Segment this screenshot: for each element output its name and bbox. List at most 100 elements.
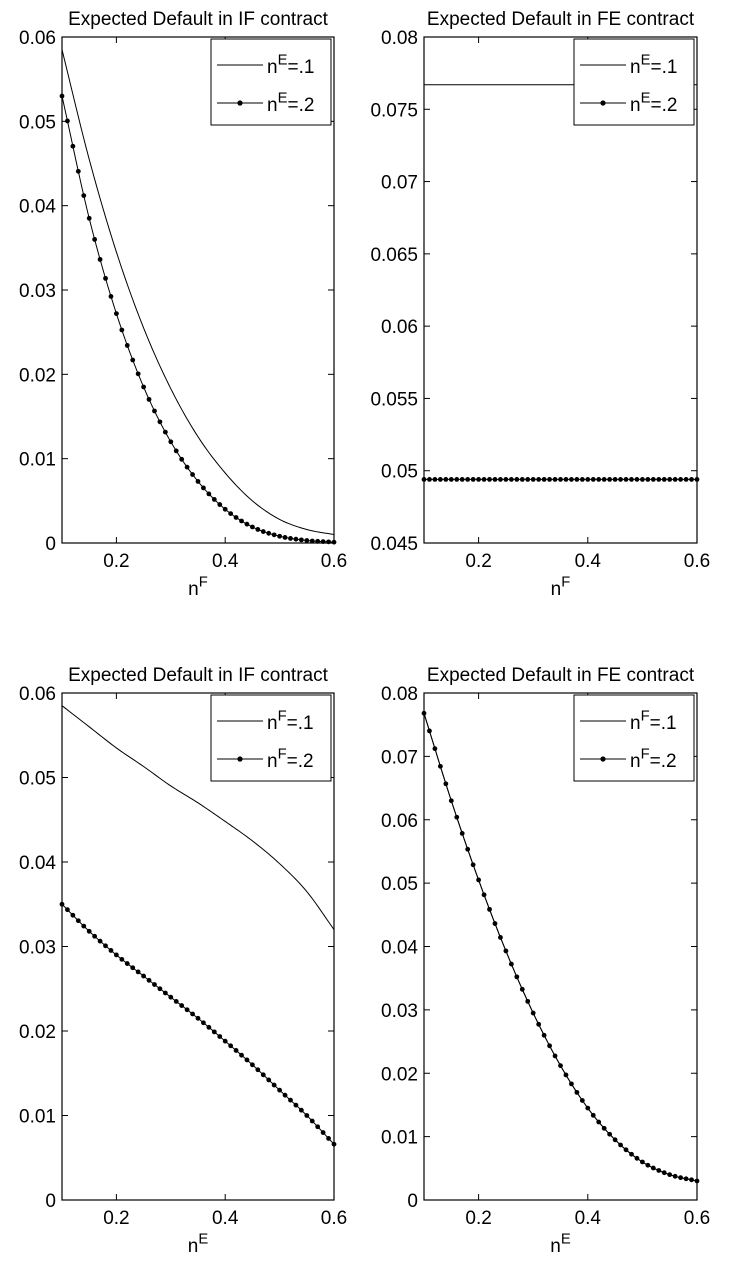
x-axis-label: nE: [550, 1231, 571, 1257]
series-point: [315, 1124, 321, 1130]
series-point: [244, 1057, 250, 1063]
series-point: [92, 933, 98, 939]
legend-entry-2-tail: =.2: [650, 95, 677, 116]
series-point: [222, 506, 228, 512]
series-point: [432, 746, 438, 752]
series-point: [222, 1038, 228, 1044]
legend-entry-1: nE=.1: [267, 52, 314, 78]
series-point: [492, 921, 498, 926]
series-point: [661, 1170, 667, 1176]
legend-marker: [600, 100, 606, 106]
series-point: [519, 986, 525, 992]
series-point: [293, 1102, 299, 1108]
series-point: [75, 918, 81, 924]
series-point: [498, 476, 503, 482]
legend-entry-1-base: n: [267, 57, 278, 78]
x-tick-label: 0.6: [321, 1208, 347, 1229]
series-point: [569, 1081, 574, 1087]
series-point: [634, 476, 640, 482]
series-point: [266, 530, 272, 536]
legend-entry-1-sup: F: [641, 708, 650, 724]
series-point: [211, 497, 217, 502]
series-point: [667, 1172, 673, 1178]
y-tick-label: 0.02: [19, 365, 56, 386]
series-point: [135, 371, 141, 377]
series-point: [683, 476, 689, 482]
series-point: [470, 862, 476, 868]
y-tick-label: 0.055: [370, 389, 418, 410]
series-point: [650, 476, 656, 482]
y-tick-label: 0: [45, 1191, 56, 1212]
x-axis-label: nF: [551, 574, 571, 600]
series-point: [119, 327, 125, 333]
series-line-2: [423, 713, 698, 1182]
series-point: [114, 311, 119, 317]
series-point: [563, 476, 569, 482]
series-point: [86, 215, 92, 221]
series-point: [260, 529, 266, 534]
series-point: [525, 998, 531, 1004]
legend-entry-1-tail: =.1: [650, 57, 677, 78]
x-axis-label-sup: F: [199, 574, 208, 590]
series-point: [448, 476, 454, 482]
series-point: [427, 476, 432, 482]
series-point: [629, 476, 634, 482]
x-tick-label: 0.2: [465, 551, 491, 572]
series-point: [168, 994, 174, 1000]
series-point: [465, 846, 471, 852]
series-line-1: [423, 713, 698, 1182]
y-tick-label: 0.04: [19, 197, 56, 218]
series-point: [298, 1107, 304, 1113]
series-point: [141, 384, 147, 390]
series-point: [476, 877, 481, 883]
y-tick-label: 0.05: [381, 462, 418, 483]
series-point: [579, 476, 585, 482]
series-point: [59, 901, 65, 907]
chart-panel-3: Expected Default in IF contract 0.2 0.4 0.6…: [19, 665, 347, 1257]
legend-box: [210, 38, 332, 126]
y-tick-label: 0: [45, 534, 56, 555]
legend-entry-2-base: n: [267, 95, 278, 116]
series-point: [689, 476, 694, 482]
series-point: [596, 1119, 602, 1125]
series-point: [498, 935, 503, 940]
chart-panel-2: Expected Default in FE contract 0.2 0.4 0.6…: [370, 9, 710, 600]
series-point: [612, 1137, 618, 1143]
series-point: [694, 1178, 700, 1184]
series-point: [233, 515, 239, 520]
x-tick-label: 0.4: [575, 551, 602, 572]
series-line-2: [61, 95, 335, 543]
chart-title: Expected Default in FE contract: [427, 665, 695, 686]
x-axis-label-base: n: [551, 579, 562, 600]
y-tick-label: 0.02: [381, 1064, 418, 1085]
series-point: [454, 814, 460, 820]
series-point: [86, 928, 92, 934]
series-point: [184, 464, 190, 470]
series-point: [179, 1003, 185, 1008]
y-tick-label: 0.03: [19, 938, 56, 959]
series-point: [443, 476, 449, 482]
series-point: [432, 476, 438, 482]
y-tick-label: 0.045: [370, 534, 418, 555]
series-point: [211, 1029, 217, 1035]
series-point: [667, 476, 673, 482]
legend-box: [573, 38, 695, 126]
series-point: [678, 476, 684, 482]
series-point: [481, 892, 487, 898]
series-point: [612, 476, 618, 482]
series-point: [146, 977, 152, 983]
x-tick-label: 0.6: [684, 1208, 710, 1229]
series-point: [558, 476, 563, 482]
series-point: [228, 1043, 234, 1049]
series-point: [255, 1067, 261, 1073]
series-point: [470, 476, 476, 482]
legend-marker: [600, 756, 606, 762]
series-point: [239, 518, 244, 524]
series-point: [97, 938, 103, 944]
series-point: [304, 538, 310, 543]
series-point: [288, 1097, 293, 1103]
series-point: [201, 485, 206, 491]
series-point: [157, 419, 163, 425]
series-point: [503, 948, 509, 954]
series-point: [558, 1063, 563, 1069]
